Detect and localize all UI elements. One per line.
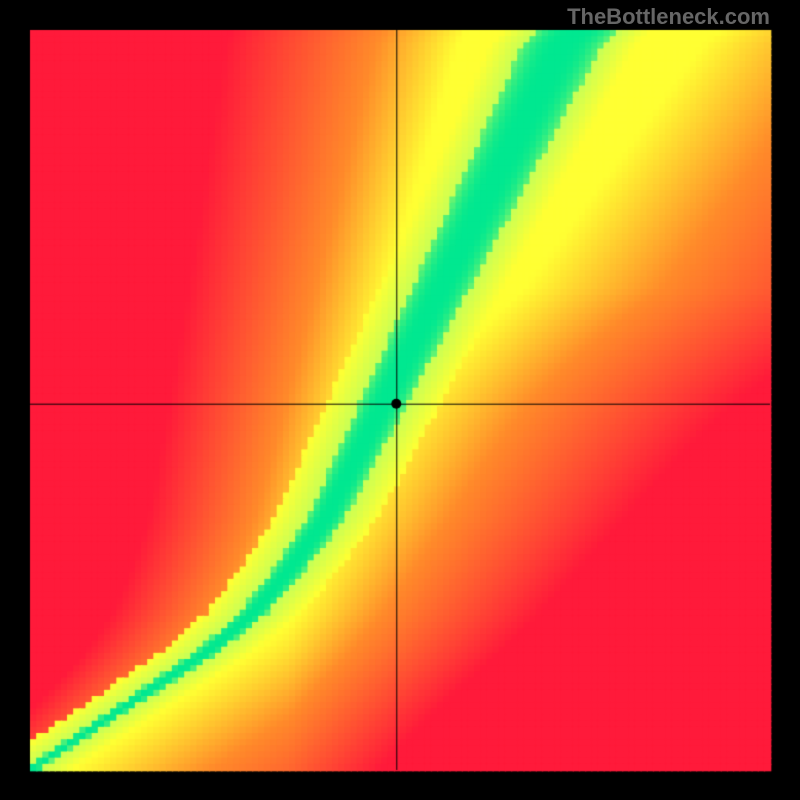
heatmap-canvas bbox=[0, 0, 800, 800]
chart-container: TheBottleneck.com bbox=[0, 0, 800, 800]
watermark-text: TheBottleneck.com bbox=[567, 4, 770, 30]
